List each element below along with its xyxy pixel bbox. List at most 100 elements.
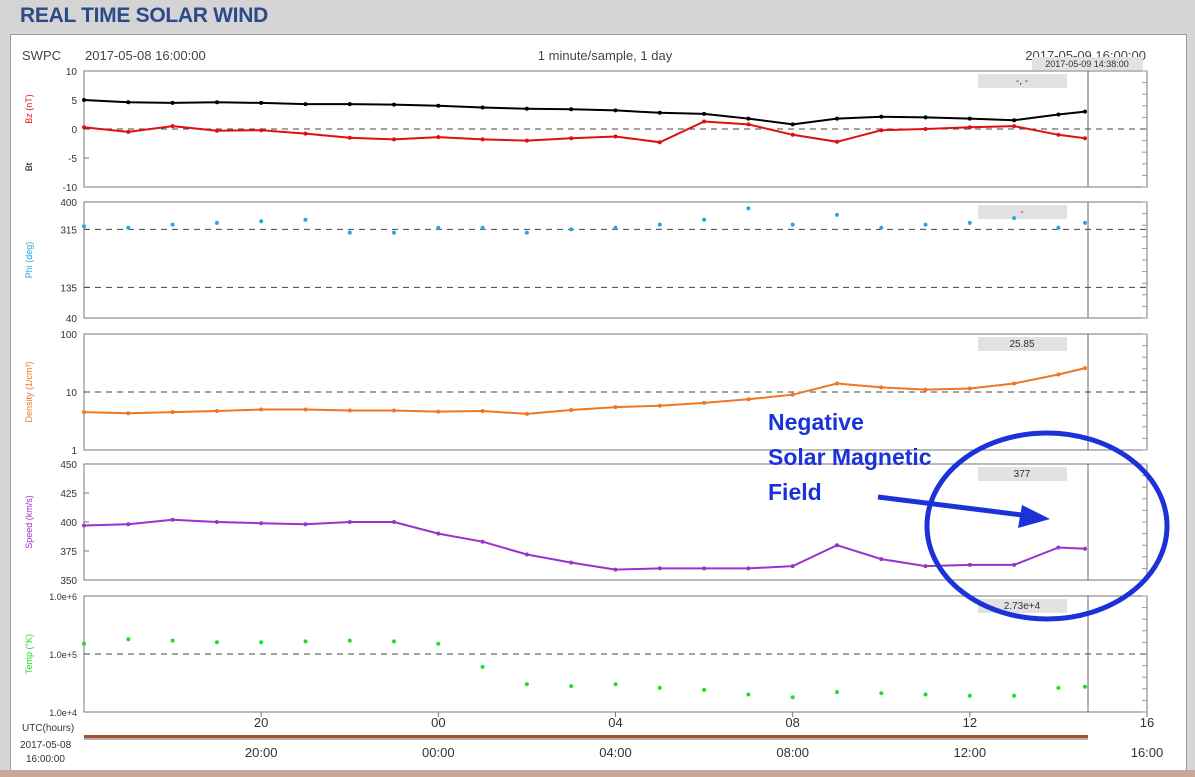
data-point-1-0-11 [569, 227, 574, 232]
data-point-4-0-17 [835, 690, 839, 695]
data-point-1-0-17 [835, 212, 839, 217]
data-point-3-0-6 [347, 520, 352, 524]
data-point-0-0-14 [702, 111, 707, 116]
y-tick-label-0-2: 0 [71, 125, 77, 136]
data-point-3-0-5 [303, 522, 308, 527]
page-title: REAL TIME SOLAR WIND [20, 4, 268, 27]
data-point-3-0-19 [923, 564, 928, 569]
x-time-tick-4: 12:00 [954, 745, 987, 760]
data-point-0-0-4 [259, 100, 264, 105]
annotation-arrow-shaft [877, 494, 1031, 519]
data-point-0-0-18 [879, 114, 884, 119]
annotation-arrow-head [1018, 505, 1050, 528]
data-point-4-0-3 [214, 640, 219, 645]
y-tick-label-3-1: 425 [60, 489, 77, 500]
data-point-4-0-15 [746, 692, 751, 697]
data-point-1-0-1 [126, 225, 131, 230]
data-point-0-0-0 [82, 98, 86, 102]
readout-box-3 [978, 467, 1067, 481]
data-point-2-0-8 [436, 409, 441, 414]
data-point-4-0-10 [524, 682, 529, 687]
data-point-3-0-18 [879, 557, 884, 562]
data-point-2-0-21 [1012, 381, 1017, 386]
readout-value-4: 2.73e+4 [1004, 601, 1041, 612]
data-point-0-1-22 [1056, 132, 1061, 137]
data-point-2-0-16 [790, 392, 795, 397]
annotation-line-2: Solar Magnetic [768, 444, 932, 470]
data-point-2-0-10 [524, 411, 529, 416]
readout-value-0: -, - [1016, 76, 1028, 87]
data-point-2-0-23 [1083, 366, 1087, 371]
readout-value-1: - [1020, 207, 1023, 218]
data-point-0-1-4 [259, 128, 264, 133]
data-point-0-0-6 [347, 102, 352, 107]
data-point-1-0-10 [524, 230, 529, 235]
data-point-2-0-5 [303, 407, 308, 412]
data-point-0-0-15 [746, 116, 751, 121]
data-point-0-1-23 [1083, 136, 1087, 141]
x-time-tick-2: 04:00 [599, 745, 632, 760]
data-point-1-0-4 [259, 219, 264, 224]
data-point-4-0-7 [392, 639, 396, 644]
data-point-2-0-6 [347, 408, 352, 413]
data-point-3-0-9 [480, 539, 485, 544]
data-point-0-1-16 [790, 132, 795, 137]
data-point-3-0-13 [657, 566, 662, 571]
data-point-0-0-3 [214, 100, 219, 105]
data-point-2-0-20 [967, 386, 972, 391]
y-tick-label-3-4: 350 [60, 576, 77, 587]
data-point-0-0-1 [126, 100, 131, 105]
data-point-0-1-0 [82, 125, 86, 130]
data-point-0-1-14 [702, 119, 707, 124]
data-point-1-0-0 [82, 224, 86, 229]
series-line-0-1 [83, 120, 1086, 144]
y-axis-label-0-a: Bz (nT) [24, 94, 34, 124]
data-point-4-0-6 [347, 638, 352, 643]
x-time-tick-0: 20:00 [245, 745, 278, 760]
y-axis-label-1: Phi (deg) [24, 242, 34, 279]
readout-box-2 [978, 337, 1067, 351]
data-point-1-0-12 [613, 225, 618, 230]
data-point-0-0-22 [1056, 112, 1061, 117]
start-time-label: 2017-05-08 16:00:00 [85, 48, 206, 63]
data-point-0-1-20 [967, 125, 972, 130]
data-point-3-0-14 [702, 566, 707, 571]
data-point-0-0-17 [835, 116, 839, 121]
data-point-0-0-12 [613, 108, 618, 113]
data-point-1-0-2 [170, 222, 175, 227]
data-point-3-0-15 [746, 566, 751, 571]
data-point-0-0-11 [569, 107, 574, 112]
data-point-0-0-23 [1083, 109, 1087, 114]
y-axis-label-2: Density (1/cm³) [24, 361, 34, 422]
data-point-3-0-16 [790, 564, 795, 569]
data-point-3-0-0 [82, 523, 86, 528]
bottom-start-date: 2017-05-08 [20, 740, 72, 751]
data-point-0-0-10 [524, 106, 529, 111]
data-point-3-0-1 [126, 522, 131, 527]
readout-value-2: 25.85 [1009, 339, 1034, 350]
data-point-2-0-2 [170, 410, 175, 415]
data-point-1-0-13 [657, 222, 662, 227]
data-point-1-0-8 [436, 225, 441, 230]
y-tick-label-1-2: 135 [60, 283, 77, 294]
data-point-1-0-16 [790, 222, 795, 227]
data-point-4-0-19 [923, 692, 928, 697]
y-tick-label-2-1: 10 [66, 388, 78, 399]
y-tick-label-4-2: 1.0e+4 [49, 708, 77, 718]
x-hour-tick-3: 08 [785, 715, 799, 730]
y-tick-label-4-1: 1.0e+5 [49, 650, 77, 660]
data-point-4-0-16 [790, 695, 795, 700]
data-point-0-1-17 [835, 139, 839, 144]
annotation-line-3: Field [768, 479, 822, 505]
y-tick-label-1-3: 40 [66, 314, 78, 325]
data-point-0-1-6 [347, 135, 352, 140]
footer-strip [0, 770, 1195, 777]
data-point-1-0-15 [746, 206, 751, 211]
data-point-2-0-11 [569, 408, 574, 412]
data-point-4-0-13 [657, 685, 662, 690]
data-point-3-0-12 [613, 567, 618, 572]
data-point-0-1-21 [1012, 124, 1017, 129]
annotation: Negative Solar Magnetic Field [768, 409, 1170, 622]
data-point-0-0-21 [1012, 118, 1017, 123]
data-point-0-1-11 [569, 136, 574, 141]
